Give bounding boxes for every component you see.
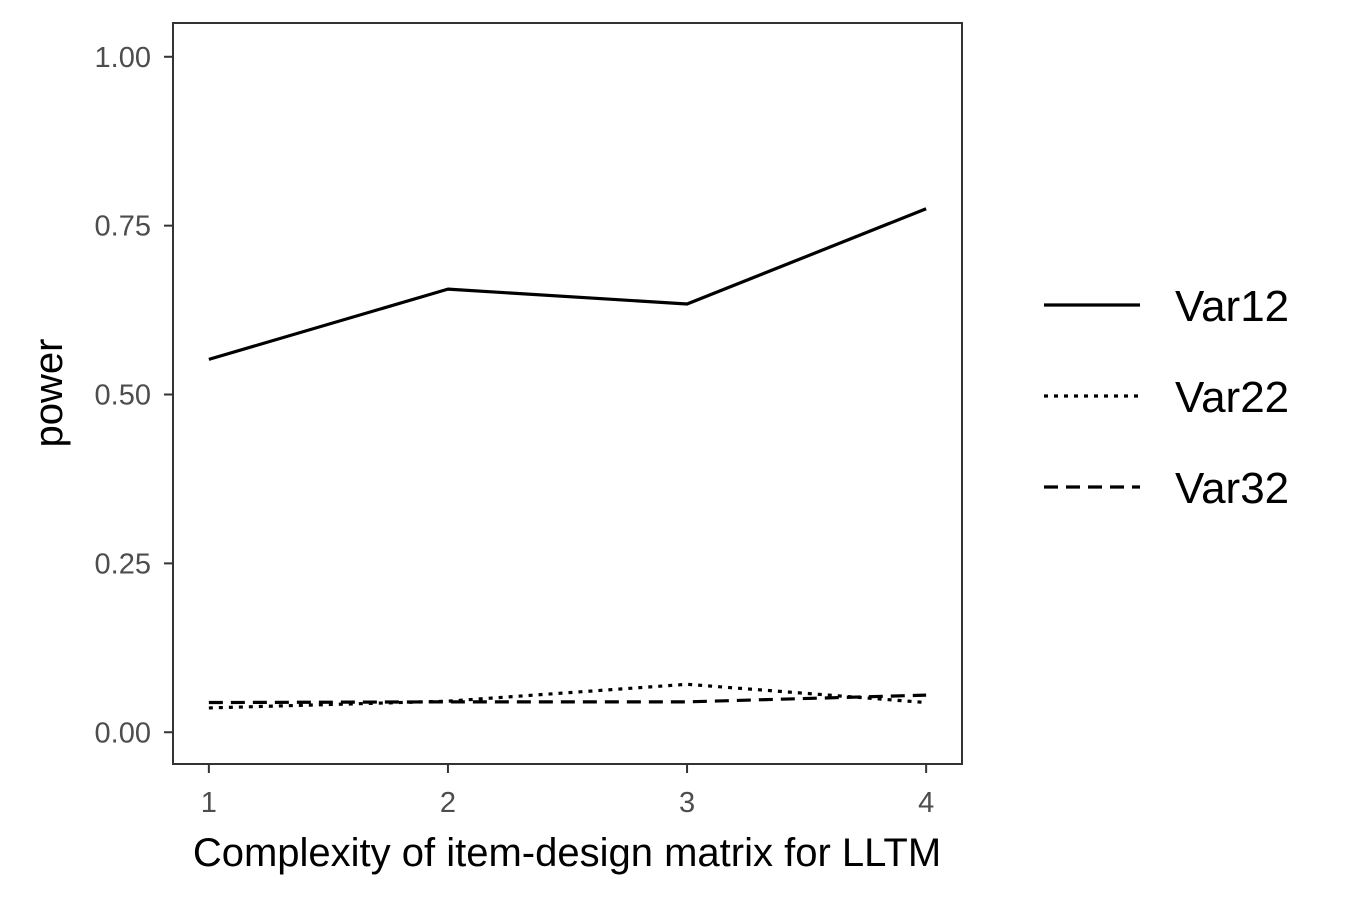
- x-tick-label: 3: [679, 787, 695, 819]
- y-tick-label: 0.75: [95, 211, 151, 243]
- legend-label-var12: Var12: [1175, 282, 1289, 331]
- y-axis: 0.00 0.25 0.50 0.75 1.00: [95, 42, 173, 749]
- x-axis: 1 2 3 4: [201, 764, 934, 819]
- y-tick-label: 0.50: [95, 380, 151, 412]
- x-tick-label: 1: [201, 787, 217, 819]
- x-tick-label: 4: [918, 787, 934, 819]
- series-line-var32: [208, 693, 927, 705]
- legend-label-var22: Var22: [1175, 373, 1289, 422]
- y-tick-label: 0.00: [95, 717, 151, 749]
- x-tick-label: 2: [440, 787, 456, 819]
- series-line-var12: [208, 207, 927, 361]
- series-lines: [208, 207, 927, 710]
- y-axis-title: power: [27, 339, 71, 448]
- legend-label-var32: Var32: [1175, 464, 1289, 513]
- plot-panel: [172, 22, 963, 765]
- legend: Var12 Var22 Var32: [1044, 282, 1289, 513]
- y-tick-label: 0.25: [95, 548, 151, 580]
- y-tick-label: 1.00: [95, 42, 151, 74]
- x-axis-title: Complexity of item-design matrix for LLT…: [193, 831, 941, 875]
